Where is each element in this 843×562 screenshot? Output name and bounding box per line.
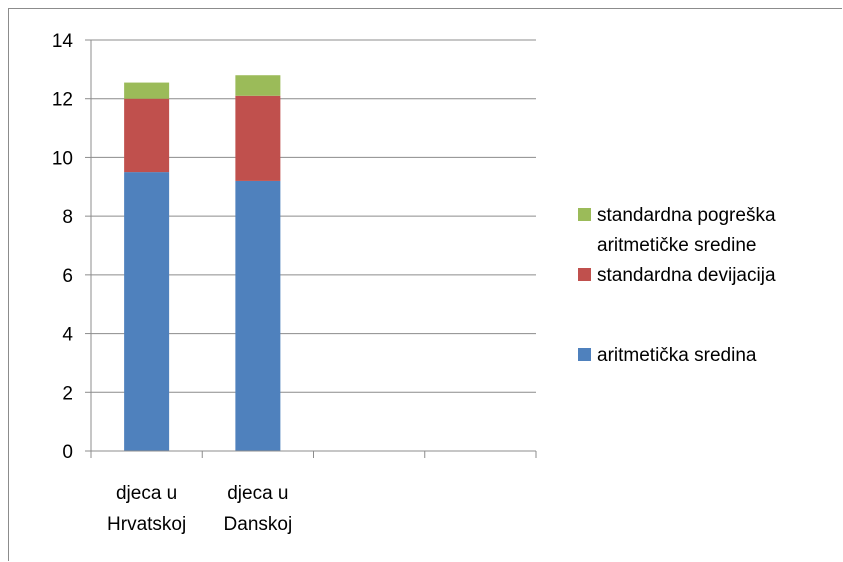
- legend-label: standardna pogreška: [597, 205, 776, 226]
- legend-swatch: [578, 268, 591, 281]
- y-tick-label: 14: [52, 31, 74, 52]
- legend-swatch: [578, 348, 591, 361]
- bar-segment: [124, 172, 170, 451]
- bar-segment: [235, 180, 281, 451]
- bar-segment: [124, 82, 170, 99]
- legend-label: standardna devijacija: [597, 265, 776, 286]
- bar-segment: [235, 95, 281, 181]
- legend-label: aritmetička sredina: [597, 345, 757, 366]
- x-tick-label: djeca u: [116, 483, 177, 504]
- y-tick-label: 8: [62, 207, 73, 228]
- y-tick-label: 0: [62, 442, 73, 463]
- y-tick-label: 2: [62, 383, 73, 404]
- x-tick-label: Danskoj: [224, 514, 293, 535]
- bar-segment: [124, 98, 170, 173]
- x-tick-labels: djeca u Hrvatskoj djeca u Danskoj: [107, 483, 292, 535]
- bars: [124, 75, 281, 451]
- y-tick-label: 4: [62, 325, 73, 346]
- axes: [85, 39, 537, 458]
- legend: standardna pogreška aritmetičke sredine st…: [578, 205, 776, 366]
- y-tick-label: 10: [52, 148, 73, 169]
- x-tick-label: djeca u: [227, 483, 288, 504]
- y-tick-label: 12: [52, 90, 73, 111]
- x-tick-label: Hrvatskoj: [107, 514, 186, 535]
- y-tick-labels: 0 2 4 6 8 10 12 14: [52, 31, 74, 463]
- y-tick-label: 6: [62, 266, 73, 287]
- bar-segment: [235, 75, 281, 96]
- legend-label: aritmetičke sredine: [597, 235, 756, 256]
- legend-swatch: [578, 208, 591, 221]
